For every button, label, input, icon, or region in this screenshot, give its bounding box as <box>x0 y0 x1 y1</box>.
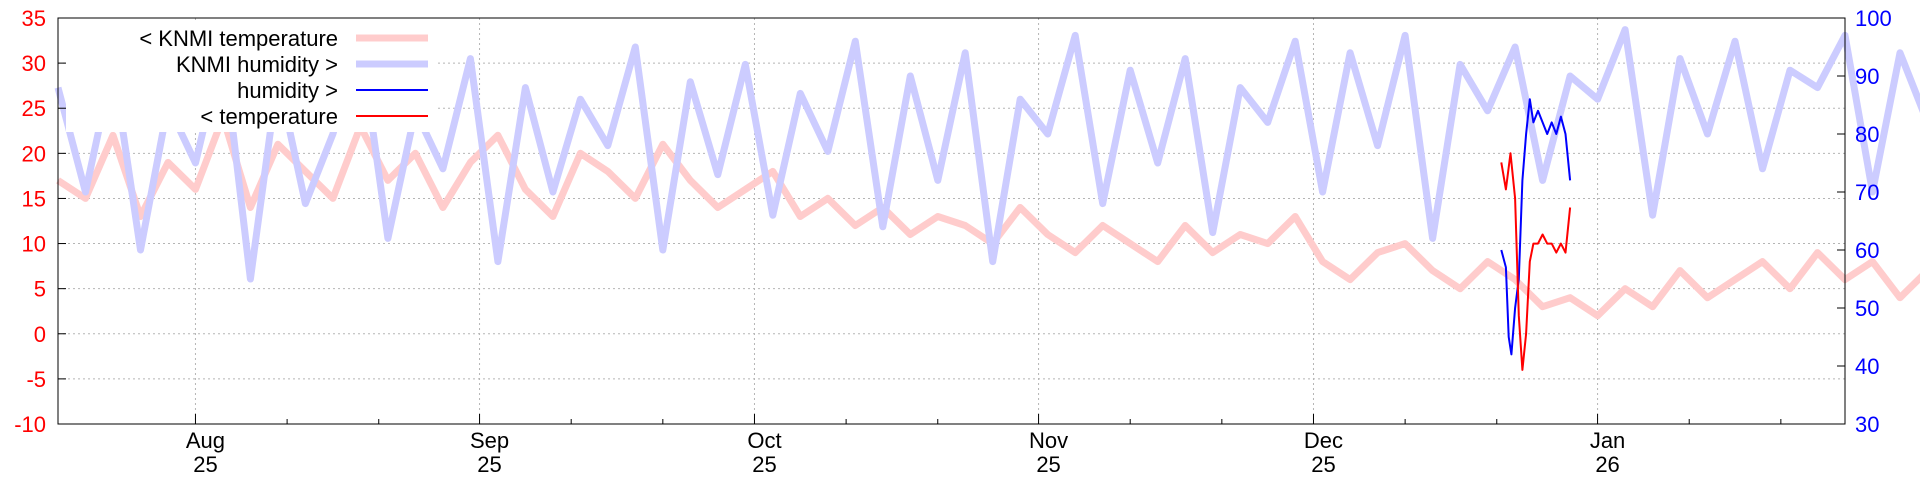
series-layer <box>54 26 1920 371</box>
x-tick-month: Dec <box>1304 428 1343 453</box>
plot-frame <box>57 17 1846 425</box>
right-tick-label: 80 <box>1855 122 1879 147</box>
left-tick-label: 30 <box>22 51 46 76</box>
series-line-2 <box>1500 98 1572 356</box>
right-tick-label: 60 <box>1855 238 1879 263</box>
x-tick-month: Oct <box>747 428 781 453</box>
legend-label: < KNMI temperature <box>139 26 338 51</box>
right-tick-label: 70 <box>1855 180 1879 205</box>
x-tick-year: 25 <box>1311 452 1335 477</box>
x-tick-year: 26 <box>1595 452 1619 477</box>
x-tick-month: Jan <box>1590 428 1625 453</box>
left-tick-label: -5 <box>26 367 46 392</box>
right-tick-label: 90 <box>1855 64 1879 89</box>
x-tick-month: Sep <box>470 428 509 453</box>
legend-label: humidity > <box>237 78 338 103</box>
legend-label: KNMI humidity > <box>176 52 338 77</box>
series-line-0 <box>56 113 1920 320</box>
x-tick-year: 25 <box>1036 452 1060 477</box>
x-tick-year: 25 <box>752 452 776 477</box>
left-tick-label: 20 <box>22 141 46 166</box>
legend-label: < temperature <box>200 104 338 129</box>
right-tick-label: 100 <box>1855 6 1892 31</box>
x-tick-month: Aug <box>186 428 225 453</box>
left-tick-label: 25 <box>22 96 46 121</box>
x-tick-month: Nov <box>1029 428 1068 453</box>
left-tick-label: 15 <box>22 186 46 211</box>
x-tick-year: 25 <box>477 452 501 477</box>
left-tick-label: 10 <box>22 232 46 257</box>
series-line-1 <box>54 26 1920 283</box>
left-tick-label: 5 <box>34 277 46 302</box>
series-line-3 <box>1500 152 1572 371</box>
axes-layer: 35302520151050-5-1010090807060504030Aug2… <box>14 6 1892 477</box>
left-tick-label: 35 <box>22 6 46 31</box>
left-tick-label: -10 <box>14 412 46 437</box>
right-tick-label: 50 <box>1855 296 1879 321</box>
right-tick-label: 30 <box>1855 412 1879 437</box>
left-tick-label: 0 <box>34 322 46 347</box>
right-tick-label: 40 <box>1855 354 1879 379</box>
x-tick-year: 25 <box>193 452 217 477</box>
